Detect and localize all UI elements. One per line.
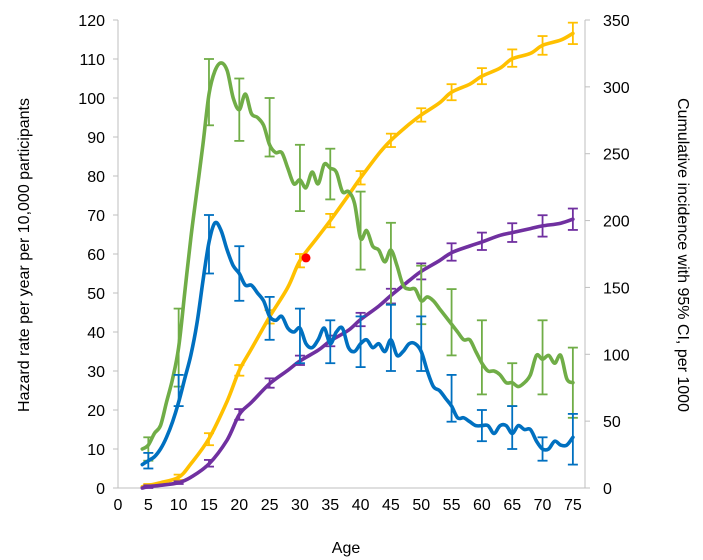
series-line xyxy=(140,31,575,489)
series-4 xyxy=(140,207,578,490)
x-tick-label: 20 xyxy=(230,497,248,514)
x-axis-title: Age xyxy=(332,540,361,557)
right-y-axis-title: Cumulative incidence with 95% CI, per 10… xyxy=(674,98,691,412)
x-tick-label: 30 xyxy=(291,497,309,514)
x-tick-label: 25 xyxy=(261,497,279,514)
right-y-tick-label: 300 xyxy=(603,80,630,97)
left-y-tick-label: 40 xyxy=(87,325,105,342)
x-tick-label: 40 xyxy=(352,497,370,514)
x-tick-label: 35 xyxy=(321,497,339,514)
series-2 xyxy=(140,214,578,470)
highlight-point xyxy=(301,253,311,263)
x-tick-label: 65 xyxy=(503,497,521,514)
x-tick-label: 55 xyxy=(443,497,461,514)
right-y-tick-label: 250 xyxy=(603,147,630,164)
left-y-tick-label: 90 xyxy=(87,130,105,147)
series-line xyxy=(140,61,575,451)
series-layer xyxy=(140,21,578,490)
right-y-tick-label: 0 xyxy=(603,481,612,498)
x-tick-label: 70 xyxy=(534,497,552,514)
series-line xyxy=(140,217,575,490)
x-tick-label: 75 xyxy=(564,497,582,514)
left-y-tick-label: 10 xyxy=(87,442,105,459)
axes xyxy=(113,19,590,489)
left-y-tick-label: 20 xyxy=(87,403,105,420)
right-y-tick-label: 50 xyxy=(603,414,621,431)
left-y-tick-label: 70 xyxy=(87,208,105,225)
right-y-tick-label: 350 xyxy=(603,13,630,30)
series-1 xyxy=(140,58,578,462)
left-y-tick-label: 100 xyxy=(78,91,105,108)
left-y-tick-label: 50 xyxy=(87,286,105,303)
x-tick-label: 50 xyxy=(412,497,430,514)
left-y-tick-label: 110 xyxy=(79,52,105,69)
right-y-tick-label: 200 xyxy=(603,214,630,231)
left-y-tick-label: 60 xyxy=(87,247,105,264)
left-y-tick-label: 30 xyxy=(87,364,105,381)
right-y-tick-label: 150 xyxy=(603,280,630,297)
x-tick-label: 5 xyxy=(144,497,153,514)
left-y-tick-label: 80 xyxy=(87,169,105,186)
series-line xyxy=(140,220,575,467)
x-tick-label: 15 xyxy=(200,497,218,514)
right-y-tick-label: 100 xyxy=(603,347,630,364)
x-tick-label: 10 xyxy=(170,497,188,514)
left-y-tick-label: 120 xyxy=(78,13,105,30)
left-y-axis-title: Hazard rate per year per 10,000 particip… xyxy=(16,98,33,412)
x-tick-label: 60 xyxy=(473,497,491,514)
left-y-tick-label: 0 xyxy=(96,481,105,498)
x-tick-label: 45 xyxy=(382,497,400,514)
x-tick-label: 0 xyxy=(114,497,123,514)
ticks-layer: 0 5 10 15 20 25 30 35 40 45 50 55 60 65 70 75 0 10 20 30 40 5… xyxy=(78,13,630,514)
